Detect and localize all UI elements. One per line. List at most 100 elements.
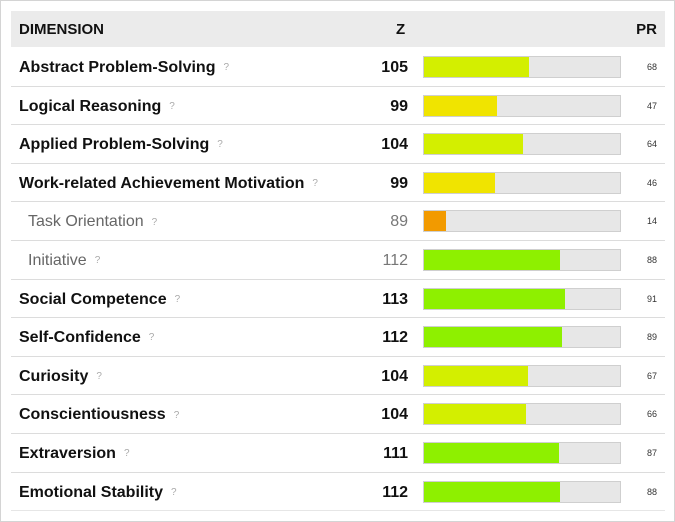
- percentile-bar: [423, 56, 621, 78]
- percentile-bar: [423, 287, 621, 310]
- percentile-bar: [423, 441, 621, 464]
- dimension-label: Abstract Problem-Solving: [19, 59, 216, 76]
- z-score: 89: [390, 213, 408, 231]
- percentile-bar: [423, 364, 621, 387]
- percentile-bar-fill: [424, 442, 559, 463]
- percentile-bar: [423, 133, 621, 156]
- help-icon[interactable]: ?: [173, 409, 180, 421]
- percentile-rank: 64: [646, 139, 657, 150]
- table-row: Curiosity? 104 67: [11, 357, 665, 396]
- percentile-rank: 14: [646, 216, 657, 227]
- dimension-table: Abstract Problem-Solving? 105 68 Logical Re…: [11, 48, 665, 512]
- dimension-label: Emotional Stability: [19, 483, 164, 501]
- dimension-label: Initiative: [28, 251, 87, 269]
- help-icon[interactable]: ?: [148, 332, 155, 344]
- z-score: 105: [381, 59, 408, 76]
- table-row: Work-related Achievement Motivation? 99 46: [11, 164, 665, 203]
- percentile-bar: [423, 94, 621, 117]
- dimension-name: Task Orientation?: [28, 213, 157, 231]
- dimension-name: Curiosity?: [19, 368, 102, 386]
- help-icon[interactable]: ?: [171, 486, 177, 498]
- table-row: Task Orientation? 89 14: [11, 202, 665, 241]
- percentile-rank: 67: [646, 370, 657, 381]
- percentile-bar: [423, 403, 621, 426]
- help-icon[interactable]: ?: [151, 216, 158, 228]
- table-row: Initiative? 112 88: [11, 241, 665, 280]
- percentile-rank: 46: [646, 177, 657, 188]
- table-row: Logical Reasoning? 99 47: [11, 87, 665, 126]
- header-pr: PR: [636, 21, 657, 38]
- dimension-name: Self-Confidence?: [19, 329, 154, 347]
- percentile-rank: 89: [646, 332, 657, 343]
- dimension-name: Emotional Stability?: [19, 484, 177, 502]
- z-score: 99: [390, 97, 408, 115]
- percentile-rank: 66: [646, 409, 657, 420]
- help-icon[interactable]: ?: [223, 62, 230, 74]
- table-header: DIMENSION Z PR: [11, 11, 665, 47]
- help-icon[interactable]: ?: [123, 448, 130, 460]
- dimension-label: Curiosity: [19, 367, 89, 385]
- dimension-name: Conscientiousness?: [19, 406, 179, 424]
- z-score: 112: [382, 251, 408, 269]
- dimension-name: Extraversion?: [19, 445, 130, 463]
- help-icon[interactable]: ?: [169, 100, 175, 112]
- help-icon[interactable]: ?: [217, 139, 223, 151]
- dimension-name: Work-related Achievement Motivation?: [19, 175, 318, 193]
- table-row: Emotional Stability? 112 88: [11, 473, 665, 512]
- dimension-name: Social Competence?: [19, 291, 180, 309]
- percentile-bar-fill: [424, 481, 561, 502]
- percentile-bar-fill: [424, 404, 527, 425]
- dimension-name: Applied Problem-Solving?: [19, 136, 223, 154]
- help-icon[interactable]: ?: [94, 255, 101, 267]
- percentile-rank: 68: [646, 62, 657, 72]
- help-icon[interactable]: ?: [96, 371, 102, 383]
- table-row: Conscientiousness? 104 66: [11, 395, 665, 434]
- percentile-bar-fill: [424, 288, 565, 309]
- percentile-bar: [423, 326, 621, 349]
- z-score: 104: [381, 367, 408, 385]
- dimension-label: Task Orientation: [28, 213, 144, 231]
- dimension-label: Work-related Achievement Motivation: [19, 174, 305, 192]
- help-icon[interactable]: ?: [174, 293, 181, 305]
- dimension-label: Logical Reasoning: [19, 97, 162, 115]
- z-score: 111: [383, 444, 408, 462]
- z-score: 104: [381, 136, 408, 154]
- percentile-bar-fill: [424, 57, 530, 77]
- percentile-bar: [423, 248, 621, 271]
- z-score: 104: [381, 406, 408, 424]
- dimension-name: Abstract Problem-Solving?: [19, 59, 229, 77]
- percentile-bar-fill: [424, 249, 561, 270]
- percentile-rank: 88: [646, 254, 657, 265]
- table-row: Extraversion? 111 87: [11, 434, 665, 473]
- help-icon[interactable]: ?: [312, 178, 318, 190]
- table-row: Social Competence? 113 91: [11, 280, 665, 319]
- percentile-bar-fill: [424, 365, 528, 386]
- percentile-bar-fill: [424, 211, 446, 232]
- header-dimension: DIMENSION: [19, 21, 105, 38]
- table-row: Self-Confidence? 112 89: [11, 318, 665, 357]
- percentile-rank: 88: [646, 486, 657, 497]
- dimension-name: Logical Reasoning?: [19, 98, 175, 116]
- percentile-rank: 87: [646, 447, 657, 458]
- percentile-bar: [423, 210, 621, 233]
- z-score: 99: [390, 174, 408, 192]
- table-row: Applied Problem-Solving? 104 64: [11, 125, 665, 164]
- z-score: 112: [382, 329, 408, 347]
- percentile-rank: 47: [646, 100, 657, 111]
- z-score: 112: [382, 483, 408, 501]
- dimension-name: Initiative?: [28, 252, 100, 270]
- z-score: 113: [382, 290, 408, 308]
- percentile-bar-fill: [424, 134, 524, 155]
- percentile-bar-fill: [424, 327, 562, 348]
- table-row: Abstract Problem-Solving? 105 68: [11, 48, 665, 87]
- dimension-label: Self-Confidence: [19, 329, 141, 347]
- dimension-label: Applied Problem-Solving: [19, 136, 210, 154]
- dimension-label: Social Competence: [19, 290, 167, 308]
- header-z: Z: [396, 21, 406, 38]
- percentile-bar-fill: [424, 172, 496, 193]
- dimension-label: Conscientiousness: [19, 406, 166, 424]
- percentile-bar: [423, 480, 621, 503]
- percentile-rank: 91: [646, 293, 657, 304]
- dimension-label: Extraversion: [19, 444, 116, 462]
- percentile-bar: [423, 171, 621, 194]
